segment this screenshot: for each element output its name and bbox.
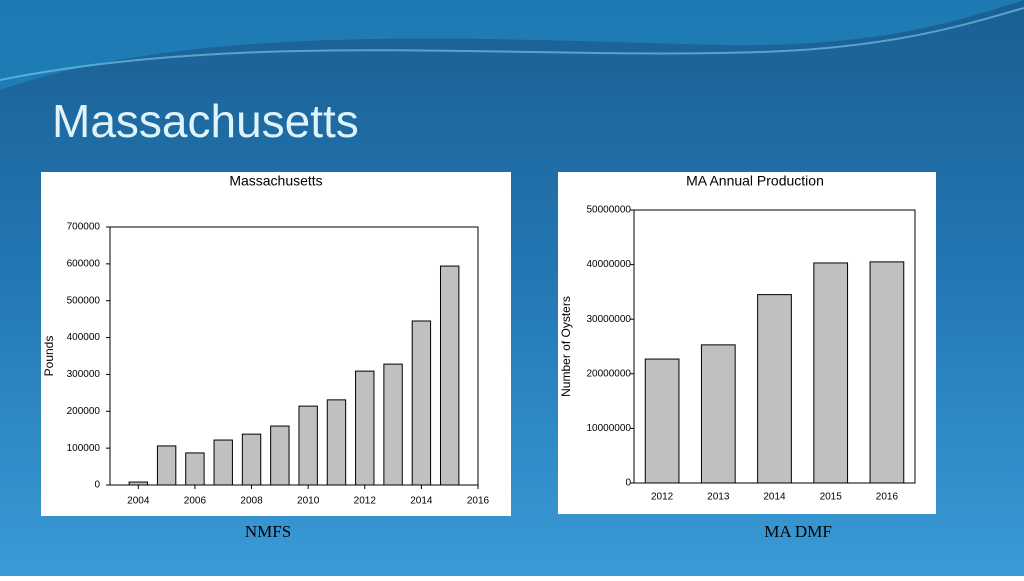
y-tick-label: 0 xyxy=(625,478,631,489)
y-tick-label: 50000000 xyxy=(587,205,632,216)
x-tick-label: 2012 xyxy=(651,492,674,503)
y-tick-label: 600000 xyxy=(67,258,101,269)
slide-title: Massachusetts xyxy=(52,95,359,147)
charts: Massachusetts Pounds NMFS 0 100000 200000 3000… xyxy=(41,172,936,541)
plot-frame xyxy=(109,226,479,486)
bar xyxy=(213,439,233,486)
y-tick-label: 20000000 xyxy=(587,368,632,379)
x-tick-label: 2016 xyxy=(876,492,899,503)
bar xyxy=(869,261,905,484)
bar xyxy=(298,405,318,486)
x-tick-label: 2016 xyxy=(467,496,490,507)
x-tick-label: 2013 xyxy=(707,492,730,503)
bar xyxy=(813,262,849,484)
y-tick-label: 10000000 xyxy=(587,423,632,434)
y-axis-label: Number of Oysters xyxy=(559,296,573,397)
x-tick-label: 2006 xyxy=(184,496,207,507)
source-caption: MA DMF xyxy=(764,522,832,541)
y-tick-label: 40000000 xyxy=(587,259,632,270)
y-tick-label: 0 xyxy=(94,480,100,491)
bar xyxy=(355,370,375,486)
chart-title: Massachusetts xyxy=(229,173,322,189)
bar xyxy=(185,452,205,486)
wave-line xyxy=(0,7,1024,81)
x-tick-label: 2012 xyxy=(354,496,377,507)
x-tick-label: 2008 xyxy=(240,496,263,507)
x-tick-label: 2014 xyxy=(763,492,786,503)
bar xyxy=(156,445,177,486)
x-tick-label: 2010 xyxy=(297,496,320,507)
bar xyxy=(270,425,290,486)
bar xyxy=(326,399,347,486)
bar xyxy=(411,320,432,486)
bar xyxy=(439,265,460,486)
chart-title: MA Annual Production xyxy=(686,173,824,189)
source-caption: NMFS xyxy=(245,522,291,541)
y-tick-label: 300000 xyxy=(67,369,101,380)
y-tick-label: 100000 xyxy=(67,443,101,454)
x-tick-label: 2014 xyxy=(410,496,433,507)
y-tick-label: 30000000 xyxy=(587,314,632,325)
bar xyxy=(128,481,149,486)
bar xyxy=(644,358,680,484)
y-tick-label: 500000 xyxy=(67,295,101,306)
y-tick-label: 400000 xyxy=(67,332,101,343)
bar xyxy=(241,433,262,486)
y-axis-label: Pounds xyxy=(42,336,56,377)
y-tick-label: 200000 xyxy=(67,406,101,417)
bar xyxy=(383,363,403,486)
x-tick-label: 2004 xyxy=(127,496,150,507)
x-tick-label: 2015 xyxy=(820,492,843,503)
bar xyxy=(757,294,792,484)
y-tick-label: 700000 xyxy=(67,222,101,233)
wave xyxy=(0,0,1024,90)
bar xyxy=(700,344,736,484)
